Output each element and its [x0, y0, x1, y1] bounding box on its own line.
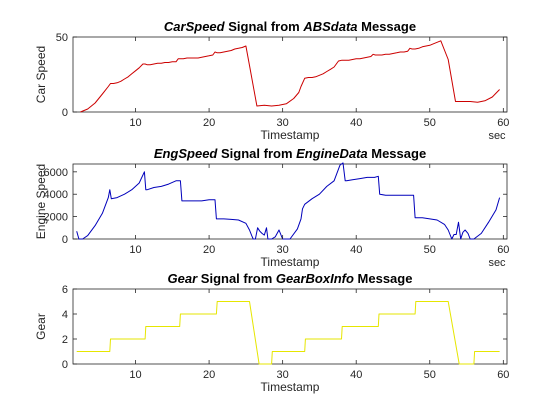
x-tick-label: 10 [129, 244, 141, 256]
y-tick-label: 50 [56, 32, 68, 44]
x-tick-label: 20 [203, 117, 215, 129]
x-tick-label: 10 [129, 369, 141, 381]
subplot-1: 10 20 30 40 50 60 0 50 CarSpeed Signal from ABSd… [34, 19, 509, 142]
y-tick-label: 6 [62, 284, 68, 296]
y-tick-label: 2 [62, 334, 68, 346]
x-axis-label: Timestamp [261, 255, 320, 269]
x-axis-label: Timestamp [261, 380, 320, 394]
y-tick-label: 2000 [44, 212, 68, 224]
x-tick-label: 30 [277, 244, 289, 256]
y-tick-label: 0 [62, 107, 68, 119]
x-tick-label: 20 [203, 244, 215, 256]
y-tick-label: 0 [62, 234, 68, 246]
chart-title: CarSpeed Signal from ABSdata Message [164, 19, 416, 34]
subplot-2: 10 20 30 40 50 60 0 2000 4000 6000 EngSpeed Signal… [34, 146, 509, 269]
series-line [80, 40, 500, 113]
chart-title: EngSpeed Signal from EngineData Message [154, 146, 426, 161]
x-tick-label: 40 [350, 117, 362, 129]
y-tick-label: 6000 [44, 167, 68, 179]
x-tick-label: 50 [424, 244, 436, 256]
y-tick-label: 0 [62, 359, 68, 371]
y-axis-label: Car Speed [34, 46, 48, 103]
x-unit-label: sec [488, 257, 506, 269]
x-tick-label: 30 [277, 117, 289, 129]
y-tick-label: 4000 [44, 189, 68, 201]
x-tick-label: 50 [424, 117, 436, 129]
x-tick-label: 40 [350, 369, 362, 381]
subplot-3: 10 20 30 40 50 60 0 2 4 6 Gear Signal from GearBox… [34, 271, 509, 394]
x-tick-label: 60 [497, 369, 509, 381]
series-line [76, 162, 501, 240]
x-tick-label: 10 [129, 117, 141, 129]
x-axis-label: Timestamp [261, 128, 320, 142]
y-axis-label: Engine Speed [34, 164, 48, 239]
x-unit-label: sec [488, 130, 506, 142]
x-tick-label: 40 [350, 244, 362, 256]
x-tick-label: 60 [497, 117, 509, 129]
axes-box [72, 163, 508, 240]
axes-box [72, 36, 508, 113]
x-tick-label: 60 [497, 244, 509, 256]
x-tick-label: 50 [424, 369, 436, 381]
x-tick-label: 30 [277, 369, 289, 381]
axes-box [72, 288, 508, 365]
series-line [76, 301, 500, 365]
x-tick-label: 20 [203, 369, 215, 381]
y-tick-label: 4 [62, 309, 68, 321]
y-axis-label: Gear [34, 313, 48, 340]
chart-title: Gear Signal from GearBoxInfo Message [168, 271, 413, 286]
